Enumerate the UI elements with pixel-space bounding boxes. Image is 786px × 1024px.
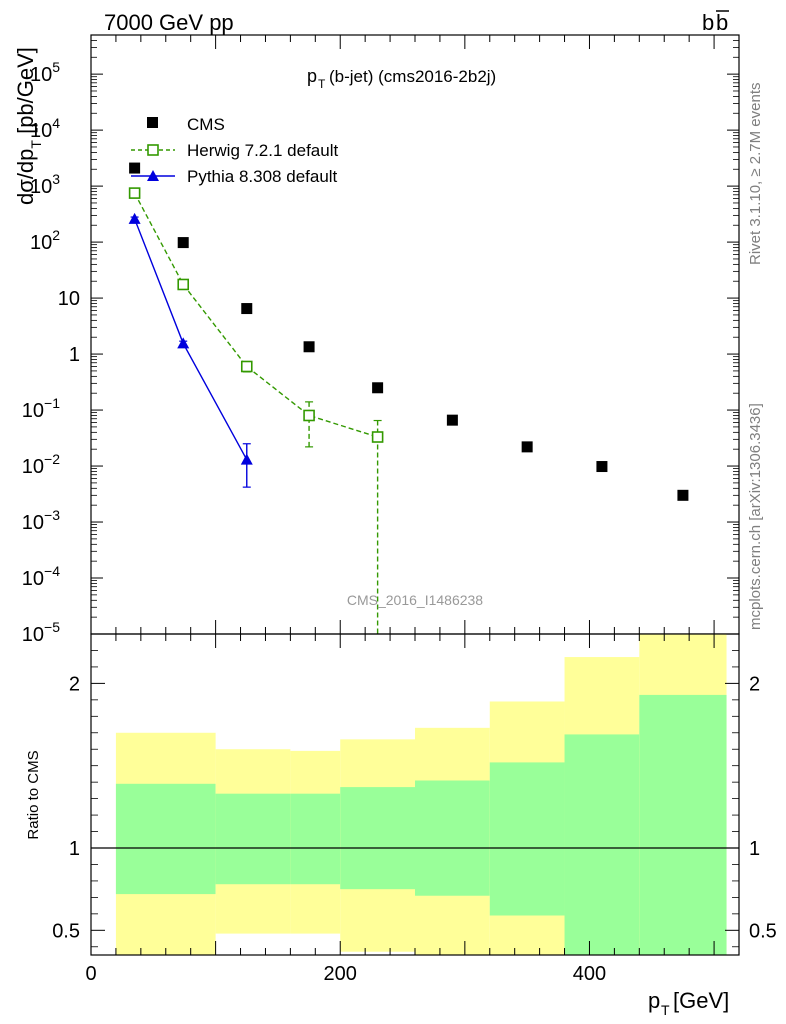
- ratio-band-inner-0: [115, 783, 216, 895]
- main-ytick-label-1: 104: [30, 115, 60, 142]
- title-p: p: [307, 66, 317, 86]
- ratio-ytick-label-right-0: 0.5: [749, 920, 777, 942]
- header-energy: 7000 GeV pp: [104, 10, 234, 35]
- main-series-layer: [128, 162, 689, 634]
- rivet-label: Rivet 3.1.10, ≥ 2.7M events: [747, 83, 764, 266]
- x-axis-label: p T [GeV]: [648, 988, 729, 1018]
- cms-point-6: [521, 441, 533, 453]
- main-ytick-label-6: 10−1: [22, 395, 60, 422]
- main-y-label-a: dσ/dpT [pb/GeV]: [13, 47, 44, 205]
- ratio-bands: [115, 634, 727, 955]
- ratio-ytick-label-right-2: 2: [749, 673, 760, 695]
- legend: CMS Herwig 7.2.1 default Pythia 8.308 de…: [131, 115, 338, 186]
- herwig-point-0: [128, 187, 141, 199]
- legend-cms-marker: [147, 117, 158, 128]
- ratio-ytick-label-left-2: 2: [69, 673, 80, 695]
- main-ytick-label-9: 10−4: [22, 563, 60, 590]
- x-label-unit: [GeV]: [673, 988, 729, 1013]
- main-ytick-label-10: 10−5: [22, 619, 60, 646]
- x-label-sub: T: [661, 1002, 670, 1018]
- cms-point-8: [677, 489, 689, 501]
- ratio-band-inner-3: [340, 787, 415, 890]
- herwig-point-4: [371, 431, 384, 443]
- ratio-ytick-label-left-1: 1: [69, 838, 80, 860]
- herwig-line: [133, 192, 378, 438]
- pythia-point-1: [177, 337, 190, 349]
- cms-point-2: [241, 303, 253, 315]
- cms-point-7: [596, 461, 608, 473]
- ratio-ytick-label-right-1: 1: [749, 838, 760, 860]
- main-ytick-label-4: 10: [58, 288, 80, 310]
- ratio-band-inner-1: [215, 793, 291, 885]
- title-text: (b-jet) (cms2016-2b2j): [329, 67, 496, 86]
- ratio-band-inner-4: [415, 780, 490, 896]
- main-y-label: dσ/dpT [pb/GeV]: [13, 47, 44, 205]
- x-tick-label-1: 200: [324, 963, 357, 985]
- herwig-point-3: [303, 409, 315, 422]
- ratio-band-inner-7: [639, 694, 727, 955]
- herwig-point-2: [240, 360, 253, 373]
- ratio-x-ticks: 0 200 400: [85, 634, 715, 985]
- ratio-band-inner-6: [564, 734, 640, 955]
- x-tick-label-0: 0: [85, 963, 96, 985]
- main-ytick-label-8: 10−3: [22, 507, 60, 534]
- pythia-line: [133, 218, 248, 460]
- header-b: b: [702, 10, 714, 35]
- x-label-p: p: [648, 988, 660, 1013]
- main-ytick-label-0: 105: [30, 59, 60, 86]
- legend-pythia-label: Pythia 8.308 default: [187, 167, 338, 186]
- herwig-point-1: [177, 278, 190, 291]
- legend-pythia-marker: [147, 170, 159, 181]
- cms-point-4: [372, 382, 384, 394]
- pythia-point-2: [240, 453, 253, 465]
- cms-point-1: [177, 237, 189, 249]
- plot-title: p T (b-jet) (cms2016-2b2j): [307, 66, 496, 91]
- main-x-ticks: [90, 35, 715, 634]
- main-ytick-label-7: 10−2: [22, 451, 60, 478]
- header-bbar: b: [716, 10, 728, 35]
- ratio-band-inner-5: [489, 762, 565, 916]
- x-tick-label-2: 400: [573, 963, 606, 985]
- legend-cms-label: CMS: [187, 115, 225, 134]
- analysis-watermark: CMS_2016_I1486238: [347, 592, 483, 608]
- ratio-y-ticks: 0.5 0.5 1 1 2 2: [52, 650, 777, 948]
- cms-point-5: [446, 414, 458, 426]
- header-process: b b: [702, 10, 729, 35]
- mcplots-label: mcplots.cern.ch [arXiv:1306.3436]: [747, 403, 764, 630]
- title-sub: T: [318, 77, 326, 91]
- ratio-y-label: Ratio to CMS: [25, 750, 42, 839]
- main-ytick-label-3: 102: [30, 227, 60, 254]
- ratio-band-inner-2: [290, 793, 341, 885]
- cms-point-0: [129, 162, 141, 174]
- legend-herwig-label: Herwig 7.2.1 default: [187, 141, 338, 160]
- main-ytick-label-5: 1: [69, 344, 80, 366]
- pythia-point-0: [128, 212, 141, 224]
- legend-herwig-marker: [147, 144, 159, 156]
- main-ytick-label-2: 103: [30, 171, 60, 198]
- ratio-ytick-label-left-0: 0.5: [52, 920, 80, 942]
- cms-point-3: [303, 341, 315, 353]
- ratio-panel: 0.5 0.5 1 1 2 2 0 200 400: [52, 633, 777, 985]
